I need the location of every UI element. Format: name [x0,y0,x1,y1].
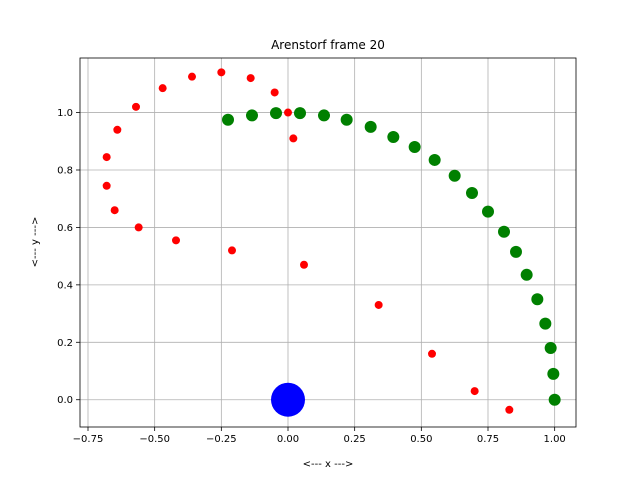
x-tick-label: 0.50 [410,434,432,445]
y-axis-label: <--- y ---> [30,217,41,268]
data-point [498,225,510,238]
data-point [408,141,421,154]
data-point [482,205,494,218]
x-tick-label: 1.00 [544,434,566,445]
series-1 [222,107,561,406]
data-point [228,246,236,255]
y-tick-label: 0.4 [57,280,73,291]
x-axis-ticks: −0.75 −0.50 −0.25 0.00 0.25 0.50 0.75 1.00 [73,427,566,445]
data-point [134,223,143,232]
data-point [531,293,544,306]
data-point [289,134,298,143]
data-point [284,108,292,117]
data-point [505,405,514,414]
data-point [246,109,258,122]
x-axis-label: <--- x ---> [303,459,354,470]
data-point [102,153,111,162]
data-point [158,84,167,93]
data-point [448,169,461,182]
y-tick-label: 0.6 [57,223,73,234]
axes-frame [79,57,577,428]
data-point [222,113,234,126]
series-2 [271,382,305,417]
data-point [270,88,279,97]
y-tick-label: 0.0 [57,395,73,406]
data-point [113,125,122,134]
data-point [520,268,533,281]
data-point [300,260,308,269]
y-tick-label: 0.8 [57,165,73,176]
y-axis-ticks: 0.0 0.2 0.4 0.6 0.8 1.0 [57,108,80,406]
data-point [217,68,226,77]
data-point [548,393,561,406]
data-point [102,181,111,190]
data-point [172,236,180,245]
data-point [271,382,305,417]
data-point [294,107,306,120]
data-point [364,120,377,133]
data-point [318,109,330,122]
chart-title: Arenstorf frame 20 [271,38,385,52]
data-point [544,342,557,355]
x-tick-label: 0.00 [277,434,299,445]
data-point [340,113,353,126]
grid [80,58,576,427]
data-point [188,72,196,81]
data-series [102,68,561,417]
series-0 [102,68,559,414]
data-point [110,206,119,215]
data-point [428,349,436,358]
data-point [547,367,560,380]
data-point [387,130,400,143]
data-point [466,186,478,199]
y-tick-label: 1.0 [57,108,73,119]
data-point [374,300,383,309]
y-tick-label: 0.2 [57,338,73,349]
x-tick-label: −0.50 [139,434,170,445]
data-point [470,387,479,396]
data-point [510,245,522,258]
data-point [132,102,140,111]
data-point [246,74,255,83]
x-tick-label: 0.75 [477,434,499,445]
data-point [270,107,282,120]
x-tick-label: −0.25 [206,434,237,445]
x-tick-label: 0.25 [344,434,366,445]
x-tick-label: −0.75 [73,434,104,445]
data-point [539,317,552,330]
data-point [428,153,441,166]
